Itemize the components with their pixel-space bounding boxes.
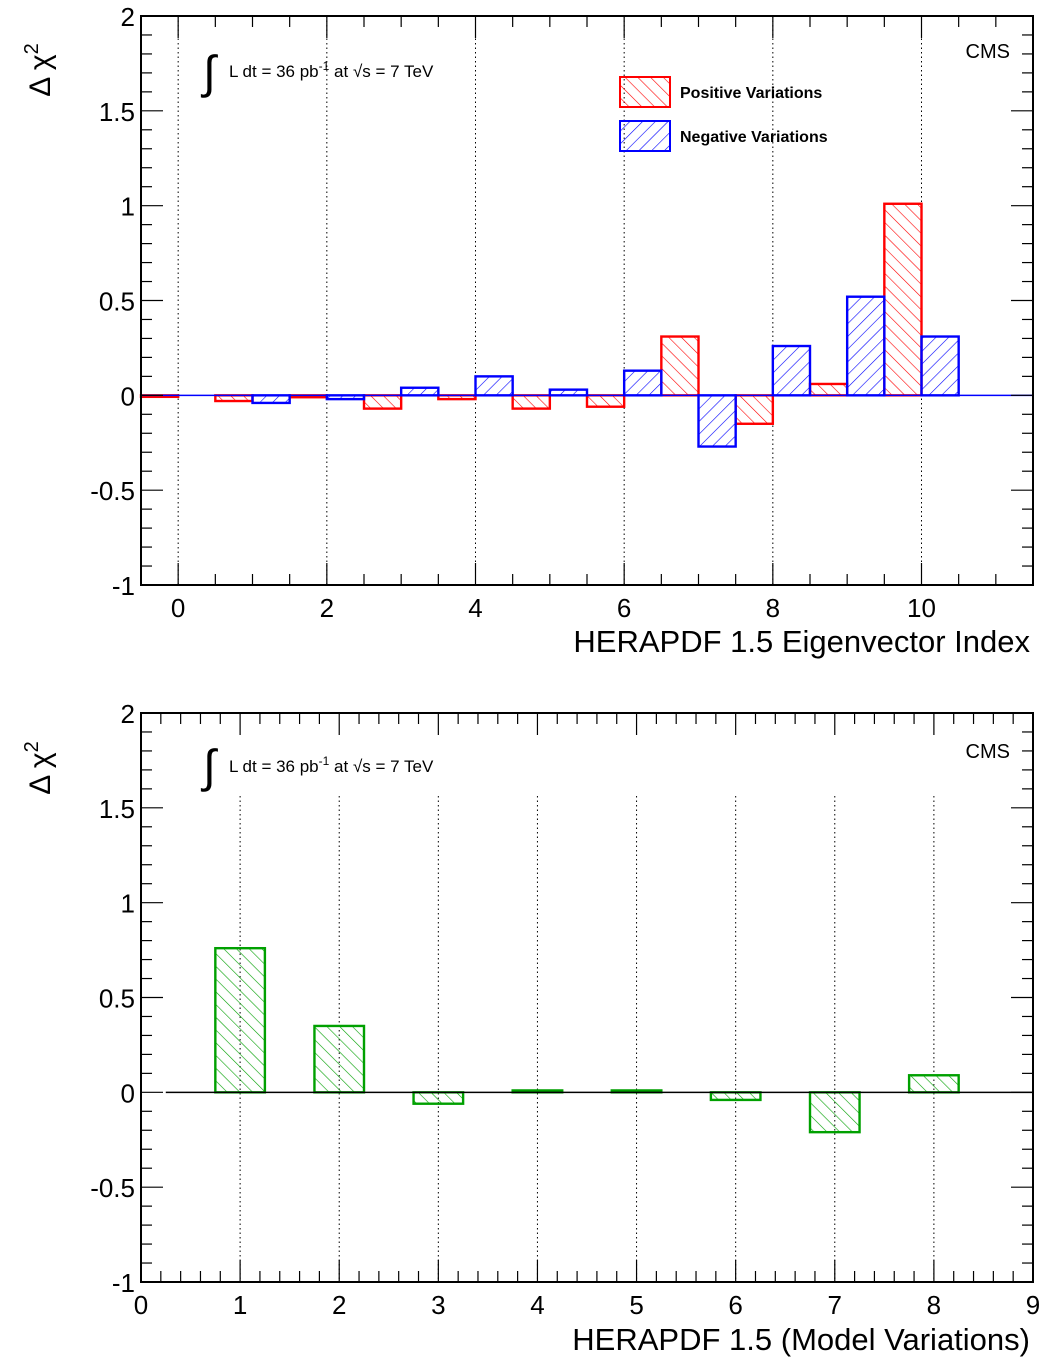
top-luminosity-annotation: ∫ L dt = 36 pb-1 at √s = 7 TeV <box>200 46 434 98</box>
bar-positive-variation <box>808 382 849 397</box>
bottom-integral-symbol: ∫ <box>200 740 218 792</box>
bot-y-tick-label: -0.5 <box>90 1173 135 1203</box>
bot-x-tick-label: 2 <box>332 1290 346 1320</box>
bot-x-tick-label: 1 <box>233 1290 247 1320</box>
top-x-tick-label: 10 <box>907 593 936 623</box>
bar-positive-variation <box>362 394 403 410</box>
bottom-y-axis-label: Δ χ2 <box>21 741 57 795</box>
top-y-tick-label: 0.5 <box>99 287 135 317</box>
top-y-tick-label: 2 <box>121 2 135 32</box>
bar-model-variation <box>808 1091 861 1134</box>
bot-x-tick-label: 8 <box>927 1290 941 1320</box>
legend-swatch-positive <box>619 76 671 108</box>
bot-x-tick-label: 3 <box>431 1290 445 1320</box>
bar-negative-variation <box>622 369 663 397</box>
bar-positive-variation <box>585 394 626 408</box>
top-y-tick-label: 1 <box>121 192 135 222</box>
top-y-axis-label: Δ χ2 <box>21 43 57 97</box>
bar-positive-variation <box>214 394 254 403</box>
bar-positive-variation <box>734 394 775 425</box>
bot-x-tick-label: 4 <box>530 1290 544 1320</box>
bar-model-variation <box>214 946 267 1094</box>
bottom-y-tick-labels: -1 -0.5 0 0.5 1 1.5 2 <box>90 699 135 1298</box>
bottom-x-tick-labels: 0 1 2 3 4 5 6 7 8 9 <box>134 1290 1040 1320</box>
top-y-tick-label: -1 <box>112 571 135 601</box>
top-x-tick-labels: 0 2 4 6 8 10 <box>171 593 936 623</box>
bar-model-variation <box>412 1091 465 1105</box>
bar-negative-variation <box>920 335 960 397</box>
bot-x-tick-label: 6 <box>728 1290 742 1320</box>
top-luminosity-text: L dt = 36 pb-1 at √s = 7 TeV <box>229 59 434 81</box>
top-x-tick-label: 6 <box>617 593 631 623</box>
bar-model-variation <box>313 1024 366 1094</box>
bot-y-tick-label: 2 <box>121 699 135 729</box>
bottom-plot-frame <box>140 712 1034 1283</box>
top-x-tick-label: 4 <box>468 593 482 623</box>
legend-label-negative: Negative Variations <box>680 129 828 146</box>
bot-x-tick-label: 7 <box>828 1290 842 1320</box>
bar-model-variation <box>907 1074 960 1094</box>
model-variations-chart: -1 -0.5 0 0.5 1 1.5 2 0 1 2 3 4 5 6 7 8 9 Δ χ2 HERAPDF … <box>21 699 1040 1357</box>
eigenvector-chart: -1 -0.5 0 0.5 1 1.5 2 0 2 4 6 8 10 Δ χ2 HERAPDF 1.5… <box>21 2 1034 659</box>
bot-x-tick-label: 5 <box>629 1290 643 1320</box>
bot-y-tick-label: 1 <box>121 889 135 919</box>
bottom-x-axis-label: HERAPDF 1.5 (Model Variations) <box>572 1322 1030 1357</box>
legend: Positive Variations Negative Variations <box>619 76 828 152</box>
top-cms-label: CMS <box>966 41 1010 63</box>
top-y-tick-label: 1.5 <box>99 97 135 127</box>
bottom-axis-ticks <box>140 712 1034 1283</box>
legend-label-positive: Positive Variations <box>680 85 822 102</box>
bot-x-tick-label: 9 <box>1026 1290 1040 1320</box>
top-y-tick-label: -0.5 <box>90 476 135 506</box>
bar-positive-variation <box>511 394 552 410</box>
bar-negative-variation <box>845 295 886 397</box>
bottom-luminosity-text: L dt = 36 pb-1 at √s = 7 TeV <box>229 754 434 776</box>
bottom-luminosity-annotation: ∫ L dt = 36 pb-1 at √s = 7 TeV <box>200 740 434 792</box>
bot-y-tick-label: 0.5 <box>99 984 135 1014</box>
bot-y-tick-label: 1.5 <box>99 794 135 824</box>
bar-model-variation <box>709 1091 762 1102</box>
bar-negative-variation <box>771 344 812 397</box>
top-bars <box>139 202 960 448</box>
bar-negative-variation <box>474 375 514 397</box>
bot-y-tick-label: 0 <box>121 1078 135 1108</box>
bot-y-tick-label: -1 <box>112 1268 135 1298</box>
bar-negative-variation <box>399 386 440 397</box>
bar-negative-variation <box>251 394 291 405</box>
top-x-tick-label: 0 <box>171 593 185 623</box>
bottom-cms-label: CMS <box>966 741 1010 763</box>
bar-negative-variation <box>697 394 737 448</box>
top-y-tick-labels: -1 -0.5 0 0.5 1 1.5 2 <box>90 2 135 601</box>
bar-negative-variation <box>548 388 589 397</box>
legend-swatch-negative <box>619 120 671 152</box>
top-y-tick-label: 0 <box>121 381 135 411</box>
top-x-tick-label: 8 <box>766 593 780 623</box>
bottom-bars <box>214 946 960 1134</box>
bar-positive-variation <box>660 335 700 397</box>
bar-positive-variation <box>883 202 923 397</box>
bot-x-tick-label: 0 <box>134 1290 148 1320</box>
top-plot-frame <box>140 15 1034 586</box>
top-x-axis-label: HERAPDF 1.5 Eigenvector Index <box>573 624 1030 659</box>
top-x-tick-label: 2 <box>320 593 334 623</box>
top-integral-symbol: ∫ <box>200 46 218 98</box>
